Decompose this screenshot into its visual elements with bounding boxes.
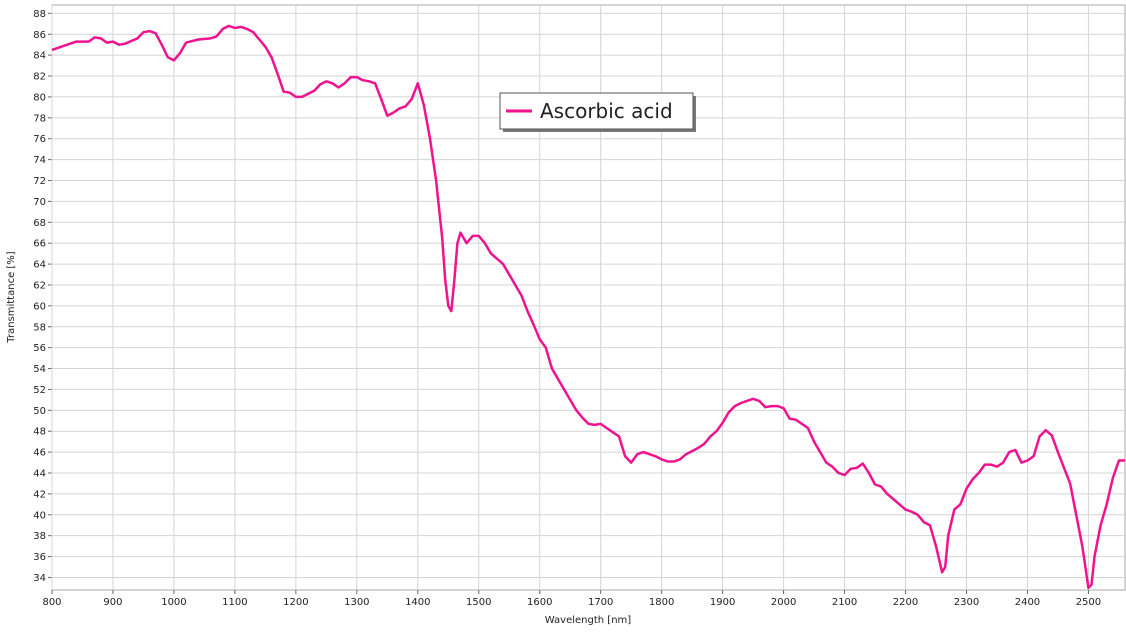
x-tick-label: 2200	[893, 597, 918, 608]
y-tick-label: 88	[33, 9, 46, 20]
x-tick-label: 1900	[710, 597, 735, 608]
x-tick-label: 1400	[405, 597, 430, 608]
y-tick-label: 56	[33, 343, 46, 354]
y-tick-label: 36	[33, 552, 46, 563]
y-tick-label: 72	[33, 176, 46, 187]
y-tick-label: 80	[33, 92, 46, 103]
y-tick-label: 78	[33, 113, 46, 124]
x-axis-label: Wavelength [nm]	[545, 615, 631, 626]
x-tick-label: 1700	[588, 597, 613, 608]
y-tick-label: 34	[33, 573, 46, 584]
y-tick-label: 76	[33, 134, 46, 145]
x-tick-label: 800	[42, 597, 61, 608]
y-tick-label: 58	[33, 322, 46, 333]
y-tick-label: 42	[33, 489, 46, 500]
y-tick-label: 44	[33, 469, 46, 480]
y-tick-label: 62	[33, 280, 46, 291]
y-tick-label: 38	[33, 531, 46, 542]
x-tick-label: 2500	[1076, 597, 1101, 608]
y-tick-label: 54	[33, 364, 46, 375]
y-tick-label: 46	[33, 448, 46, 459]
legend	[499, 92, 694, 130]
x-tick-label: 1200	[283, 597, 308, 608]
y-tick-label: 74	[33, 155, 46, 166]
y-tick-label: 84	[33, 51, 46, 62]
y-tick-label: 52	[33, 385, 46, 396]
y-tick-label: 50	[33, 406, 46, 417]
x-tick-label: 1500	[466, 597, 491, 608]
y-tick-label: 48	[33, 427, 46, 438]
x-tick-label: 2400	[1015, 597, 1040, 608]
y-tick-label: 60	[33, 301, 46, 312]
x-tick-label: 1300	[344, 597, 369, 608]
legend-label: Ascorbic acid	[540, 99, 673, 123]
x-tick-label: 2100	[832, 597, 857, 608]
y-tick-label: 66	[33, 239, 46, 250]
y-axis-label: Transmittance [%]	[6, 251, 17, 343]
y-tick-label: 70	[33, 197, 46, 208]
x-tick-label: 1800	[649, 597, 674, 608]
x-tick-label: 900	[103, 597, 122, 608]
data-line	[51, 24, 1125, 590]
y-tick-label: 68	[33, 218, 46, 229]
x-tick-label: 1100	[222, 597, 247, 608]
x-tick-label: 2000	[771, 597, 796, 608]
y-tick-label: 64	[33, 260, 46, 271]
x-tick-label: 1600	[527, 597, 552, 608]
x-tick-label: 2300	[954, 597, 979, 608]
y-tick-label: 40	[33, 510, 46, 521]
y-tick-label: 86	[33, 30, 46, 41]
x-tick-label: 1000	[161, 597, 186, 608]
y-tick-label: 82	[33, 72, 46, 83]
